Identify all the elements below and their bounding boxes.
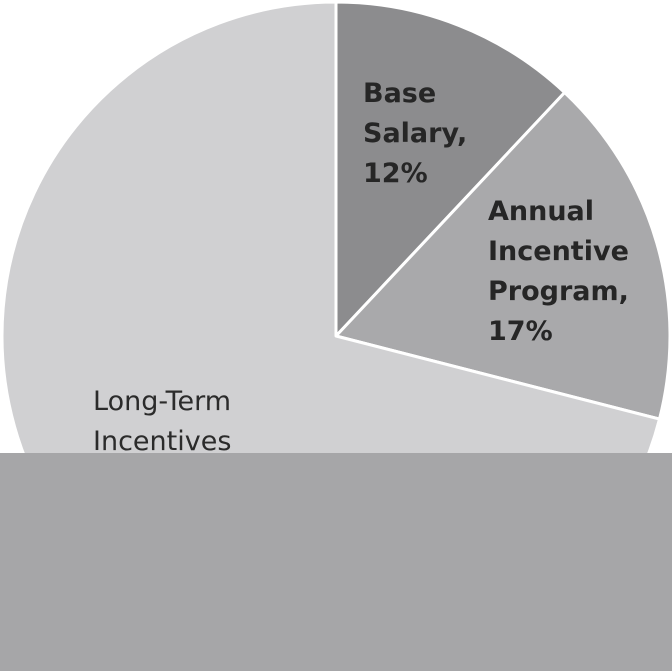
label-line: Long-Term bbox=[93, 386, 232, 417]
label-line: Annual bbox=[488, 196, 595, 227]
label-line: Salary, bbox=[363, 118, 468, 149]
slice-label-base-salary: Base Salary, 12% bbox=[363, 74, 467, 194]
label-line: 12% bbox=[363, 158, 428, 189]
label-line: Incentive bbox=[488, 236, 629, 267]
label-line: 17% bbox=[488, 316, 553, 347]
occluding-overlay-block bbox=[0, 453, 672, 671]
label-line: Incentives bbox=[93, 426, 232, 457]
pie-slice-annual-incentive-program bbox=[334, 91, 672, 421]
slice-label-long-term-incentives: Long-Term Incentives bbox=[93, 382, 231, 462]
label-line: Base bbox=[363, 78, 437, 109]
pie-slice-base-salary bbox=[334, 0, 567, 338]
label-line: Program, bbox=[488, 276, 629, 307]
slice-label-annual-incentive: Annual Incentive Program, 17% bbox=[488, 192, 629, 352]
